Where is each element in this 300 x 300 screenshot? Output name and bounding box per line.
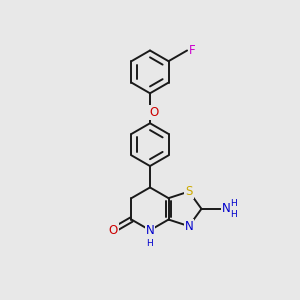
Text: F: F (189, 44, 196, 57)
Text: S: S (185, 185, 193, 198)
Text: N: N (221, 202, 230, 215)
Text: H: H (230, 199, 237, 208)
Text: O: O (108, 224, 118, 237)
Text: O: O (150, 106, 159, 119)
Text: N: N (146, 224, 154, 237)
Text: H: H (147, 239, 153, 248)
Text: N: N (184, 220, 193, 233)
Text: H: H (230, 210, 237, 219)
